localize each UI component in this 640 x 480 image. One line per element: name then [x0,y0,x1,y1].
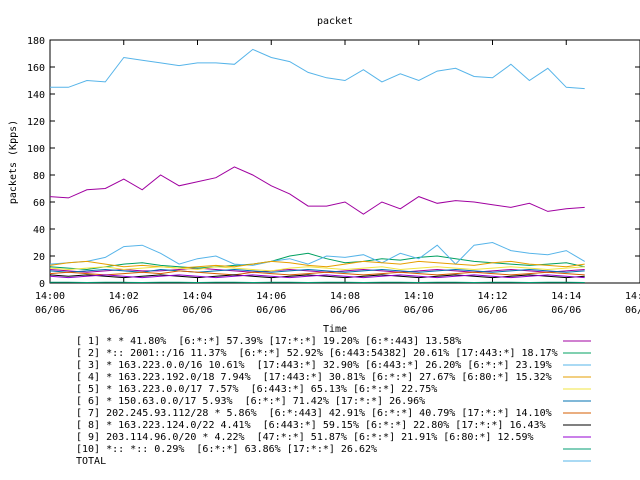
x-tick-time-label: 14:02 [109,291,139,302]
x-tick-time-label: 14:12 [477,291,507,302]
y-tick-label: 60 [33,198,45,209]
y-tick-label: 120 [27,117,45,128]
legend-label: [ 6] * 150.63.0.0/17 5.93% [6:*:*] 71.42… [76,396,425,407]
x-tick-time-label: 14:10 [404,291,434,302]
legend-label: [ 9] 203.114.96.0/20 * 4.22% [47:*:*] 51… [76,432,534,443]
x-axis-label: Time [323,324,347,335]
x-tick-time-label: 14:00 [35,291,65,302]
y-tick-label: 20 [33,252,45,263]
series-line-7 [49,270,585,276]
legend-label: [ 8] * 163.223.124.0/22 4.41% [6:443:*] … [76,420,546,431]
series-line-3 [49,241,585,266]
x-tick-time-label: 14:14 [551,291,581,302]
series-line-5 [49,266,585,272]
series-lines [49,48,585,284]
x-tick-time-label: 14:08 [330,291,360,302]
x-tick-time-label: 14:06 [256,291,286,302]
legend-label: [ 3] * 163.223.0.0/16 10.61% [17:443:*] … [76,360,552,371]
series-line-1 [49,267,585,273]
x-tick-date-label: 06/06 [35,305,65,316]
plot-frame [49,39,640,284]
x-tick-date-label: 06/06 [330,305,360,316]
y-tick-label: 80 [33,171,45,182]
legend-label: [10] *:: *:: 0.29% [6:*:*] 63.86% [17:*:… [76,444,377,455]
legend-label: [ 2] *:: 2001::/16 11.37% [6:*:*] 52.92%… [76,348,558,359]
y-tick-label: 160 [27,63,45,74]
x-tick-time-label: 14:04 [182,291,212,302]
y-tick-label: 0 [39,279,45,290]
legend-label: [ 5] * 163.223.0.0/17 7.57% [6:443:*] 65… [76,384,437,395]
y-tick-label: 100 [27,144,45,155]
chart-title: packet [317,16,353,27]
x-tick-date-label: 06/06 [256,305,286,316]
y-tick-label: 140 [27,90,45,101]
x-tick-time-label: 14:16 [625,291,640,302]
x-tick-date-label: 06/06 [182,305,212,316]
y-tick-label: 40 [33,225,45,236]
y-axis-label: packets (Kpps) [8,120,19,204]
legend-label: [ 1] * * 41.80% [6:*:*] 57.39% [17:*:*] … [76,336,461,347]
series-line-11 [50,48,585,90]
legend-label: [ 7] 202.245.93.112/28 * 5.86% [6:*:443]… [76,408,552,419]
y-axis-ticks: 0 20 40 60 80 100 120 140 160 180 [27,36,640,290]
y-tick-label: 180 [27,36,45,47]
legend-label: [ 4] * 163.223.192.0/18 7.94% [17:443:*]… [76,372,552,383]
series-line-4 [49,260,585,269]
legend: [ 1] * * 41.80% [6:*:*] 57.39% [17:*:*] … [76,336,591,467]
x-tick-date-label: 06/06 [109,305,139,316]
x-tick-date-label: 06/06 [625,305,640,316]
series-line-1-alt [49,166,585,215]
x-tick-date-label: 06/06 [477,305,507,316]
legend-label: TOTAL [76,456,106,467]
x-tick-date-label: 06/06 [551,305,581,316]
x-tick-date-label: 06/06 [404,305,434,316]
series-line-9 [49,274,585,279]
